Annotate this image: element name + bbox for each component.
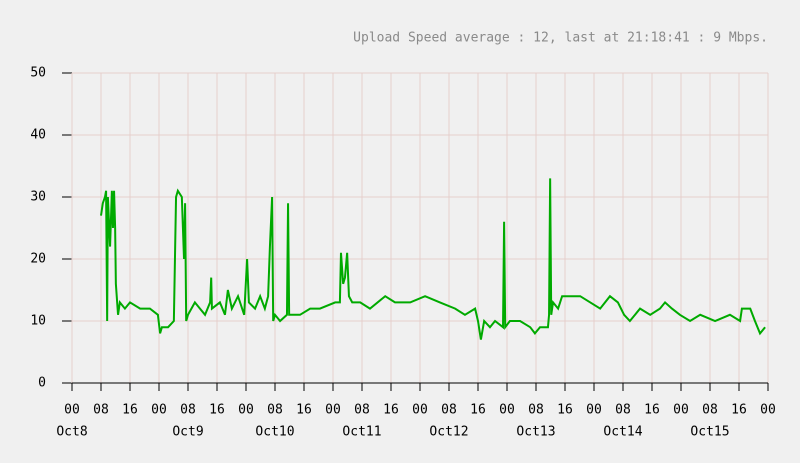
y-tick-label: 50 <box>30 66 46 81</box>
x-tick-label: 16 <box>557 403 573 418</box>
x-date-label: Oct15 <box>690 425 729 440</box>
x-tick-label: 00 <box>673 403 689 418</box>
x-tick-label: 08 <box>267 403 283 418</box>
y-tick-label: 10 <box>30 314 46 329</box>
y-tick-label: 0 <box>38 376 46 391</box>
x-date-label: Oct8 <box>56 425 87 440</box>
x-tick-label: 08 <box>93 403 109 418</box>
x-date-label: Oct10 <box>255 425 294 440</box>
x-tick-label: 00 <box>151 403 167 418</box>
x-tick-label: 08 <box>441 403 457 418</box>
x-date-label: Oct9 <box>172 425 203 440</box>
x-tick-label: 08 <box>702 403 718 418</box>
x-tick-label: 00 <box>412 403 428 418</box>
y-tick-label: 40 <box>30 128 46 143</box>
x-tick-label: 16 <box>209 403 225 418</box>
x-tick-label: 00 <box>586 403 602 418</box>
x-tick-label: 00 <box>325 403 341 418</box>
x-date-label: Oct13 <box>516 425 555 440</box>
x-tick-label: 00 <box>760 403 776 418</box>
x-tick-label: 16 <box>383 403 399 418</box>
x-tick-label: 00 <box>499 403 515 418</box>
x-date-label: Oct14 <box>603 425 642 440</box>
x-tick-label: 16 <box>122 403 138 418</box>
x-tick-label: 08 <box>180 403 196 418</box>
y-tick-label: 30 <box>30 190 46 205</box>
chart-title: Upload Speed average : 12, last at 21:18… <box>353 31 768 46</box>
x-date-label: Oct11 <box>342 425 381 440</box>
x-tick-label: 16 <box>731 403 747 418</box>
x-tick-label: 16 <box>296 403 312 418</box>
y-tick-label: 20 <box>30 252 46 267</box>
data-line <box>100 178 766 340</box>
x-tick-label: 08 <box>615 403 631 418</box>
x-tick-label: 00 <box>238 403 254 418</box>
x-date-label: Oct12 <box>429 425 468 440</box>
x-tick-label: 16 <box>644 403 660 418</box>
x-tick-label: 16 <box>470 403 486 418</box>
x-tick-label: 08 <box>528 403 544 418</box>
x-tick-label: 00 <box>64 403 80 418</box>
x-tick-label: 08 <box>354 403 370 418</box>
